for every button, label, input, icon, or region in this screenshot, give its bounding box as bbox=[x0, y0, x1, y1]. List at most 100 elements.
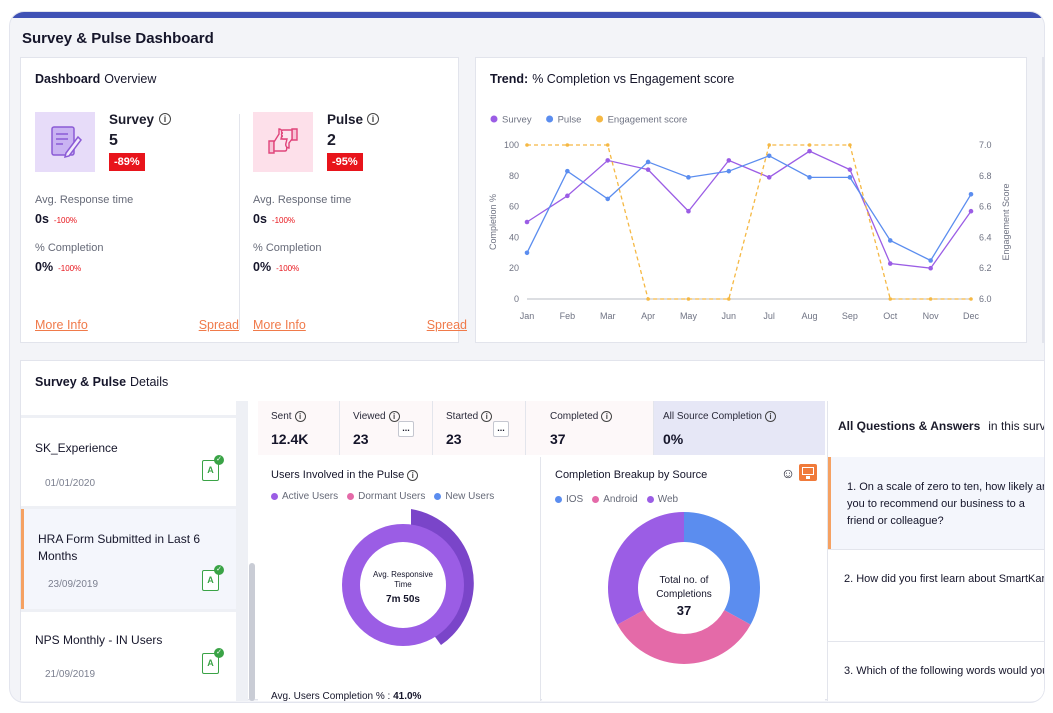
info-icon[interactable]: i bbox=[407, 469, 419, 481]
stat-value: 23 bbox=[446, 431, 462, 447]
data-point bbox=[524, 219, 530, 225]
data-point bbox=[969, 297, 973, 301]
overview-divider bbox=[239, 114, 240, 330]
stat-label: Completed i bbox=[550, 411, 613, 422]
y2-tick-label: 6.6 bbox=[979, 202, 992, 212]
survey-spread-link[interactable]: Spread bbox=[198, 318, 239, 332]
list-item-date: 21/09/2019 bbox=[45, 669, 96, 680]
y2-tick-label: 7.0 bbox=[979, 140, 992, 150]
info-icon[interactable]: i bbox=[294, 411, 306, 422]
data-point bbox=[847, 175, 853, 180]
y-tick-label: 60 bbox=[509, 202, 519, 212]
survey-avg-value: 0s -100% bbox=[35, 212, 78, 226]
pulse-info-icon[interactable]: i bbox=[367, 113, 379, 125]
stat-viewed: Viewed i 23 ... bbox=[340, 401, 433, 455]
stat-value: 23 bbox=[353, 431, 369, 447]
legend-android: Android bbox=[592, 494, 638, 505]
pulse-avg-value: 0s -100% bbox=[253, 212, 296, 226]
list-item-name: HRA Form Submitted in Last 6 Months bbox=[38, 532, 201, 563]
qa-divider bbox=[828, 549, 1044, 550]
question-item[interactable]: 3. Which of the following words would yo… bbox=[844, 665, 1044, 677]
data-point bbox=[807, 148, 812, 154]
stat-completed: Completed i 37 bbox=[526, 401, 654, 455]
donut-slice bbox=[608, 512, 684, 625]
stat-value: 0% bbox=[663, 431, 684, 447]
data-point bbox=[727, 297, 731, 301]
x-tick-label: Jun bbox=[722, 311, 737, 321]
survey-completion-value: 0% -100% bbox=[35, 260, 82, 274]
more-options-button[interactable]: ... bbox=[398, 421, 414, 437]
legend-swatch bbox=[596, 115, 604, 123]
page-title: Survey & Pulse Dashboard bbox=[22, 30, 214, 47]
data-point bbox=[525, 143, 529, 147]
y2-tick-label: 6.4 bbox=[979, 232, 992, 242]
data-point bbox=[767, 143, 771, 147]
data-point bbox=[766, 175, 772, 180]
x-tick-label: Feb bbox=[560, 311, 576, 321]
data-point bbox=[887, 261, 893, 266]
y2-axis-title: Engagement Score bbox=[1001, 183, 1011, 260]
dashboard-frame: Survey & Pulse Dashboard Dashboard Overvi… bbox=[10, 12, 1044, 702]
more-options-button[interactable]: ... bbox=[493, 421, 509, 437]
y-tick-label: 100 bbox=[504, 140, 519, 150]
stat-label: Viewed i bbox=[353, 411, 400, 422]
monitor-icon[interactable] bbox=[799, 464, 817, 481]
data-point bbox=[565, 168, 570, 174]
stat-label: Started i bbox=[446, 411, 493, 422]
list-item[interactable]: NPS Monthly - IN Users 21/09/2019 A ✓ bbox=[21, 612, 236, 701]
data-point bbox=[645, 167, 651, 172]
data-point bbox=[565, 193, 570, 199]
list-item-name: SK_Experience bbox=[35, 441, 118, 455]
list-item[interactable]: SK_Experience 01/01/2020 A ✓ bbox=[21, 418, 236, 506]
survey-avg-label: Avg. Response time bbox=[35, 194, 134, 206]
stat-started: Started i 23 ... bbox=[433, 401, 526, 455]
y-axis-title: Completion % bbox=[488, 194, 498, 250]
users-center-label-line1: Avg. Responsive bbox=[373, 570, 433, 579]
users-center-label-line2: Time bbox=[394, 580, 412, 589]
donut-slice bbox=[684, 512, 760, 625]
x-tick-label: Oct bbox=[883, 311, 898, 321]
question-item[interactable]: 2. How did you first learn about SmartKa… bbox=[844, 573, 1044, 585]
survey-more-info-link[interactable]: More Info bbox=[35, 318, 88, 332]
legend-new-users: New Users bbox=[434, 491, 494, 502]
survey-count: 5 bbox=[109, 132, 118, 149]
data-point bbox=[646, 297, 650, 301]
list-scrollbar[interactable] bbox=[249, 563, 255, 701]
pulse-summary: Pulse i 2 -95% Avg. Response time 0s -100… bbox=[253, 112, 467, 334]
data-point bbox=[686, 208, 691, 214]
completion-source-panel: Completion Breakup by Source ☺ IOS Andro… bbox=[542, 457, 825, 701]
data-point bbox=[968, 208, 974, 214]
x-tick-label: Jan bbox=[520, 311, 535, 321]
data-point bbox=[645, 159, 651, 165]
data-point bbox=[726, 168, 732, 174]
list-item-date: 23/09/2019 bbox=[48, 579, 99, 590]
users-donut-chart: Avg. Responsive Time 7m 50s bbox=[342, 509, 474, 646]
data-point bbox=[928, 265, 933, 271]
legend-label: Pulse bbox=[558, 115, 582, 126]
stat-label: All Source Completion i bbox=[663, 411, 776, 422]
info-icon[interactable]: i bbox=[388, 411, 400, 422]
document-icon: A bbox=[202, 460, 219, 481]
x-tick-label: Nov bbox=[923, 311, 940, 321]
info-icon[interactable]: i bbox=[601, 411, 613, 422]
data-point bbox=[565, 143, 570, 147]
source-legend: IOS Android Web bbox=[555, 494, 678, 505]
legend-swatch bbox=[490, 115, 498, 123]
list-item-selected[interactable]: HRA Form Submitted in Last 6 Months 23/0… bbox=[21, 509, 236, 609]
survey-form-icon bbox=[35, 112, 95, 172]
pulse-more-info-link[interactable]: More Info bbox=[253, 318, 306, 332]
pulse-spread-link[interactable]: Spread bbox=[426, 318, 467, 332]
smiley-icon[interactable]: ☺ bbox=[780, 465, 796, 481]
legend-label: Survey bbox=[502, 115, 532, 126]
info-icon[interactable]: i bbox=[764, 411, 776, 422]
data-point bbox=[524, 250, 530, 256]
qa-divider bbox=[828, 641, 1044, 642]
survey-info-icon[interactable]: i bbox=[159, 113, 171, 125]
info-icon[interactable]: i bbox=[481, 411, 493, 422]
details-card: Survey & Pulse Details SK_Experience 01/0… bbox=[20, 360, 1044, 702]
question-item-selected[interactable]: 1. On a scale of zero to ten, how likely… bbox=[828, 457, 1044, 549]
source-center-label-line2: Completions bbox=[656, 589, 712, 600]
pulse-thumbs-icon bbox=[253, 112, 313, 172]
legend-label: Engagement score bbox=[608, 115, 688, 126]
